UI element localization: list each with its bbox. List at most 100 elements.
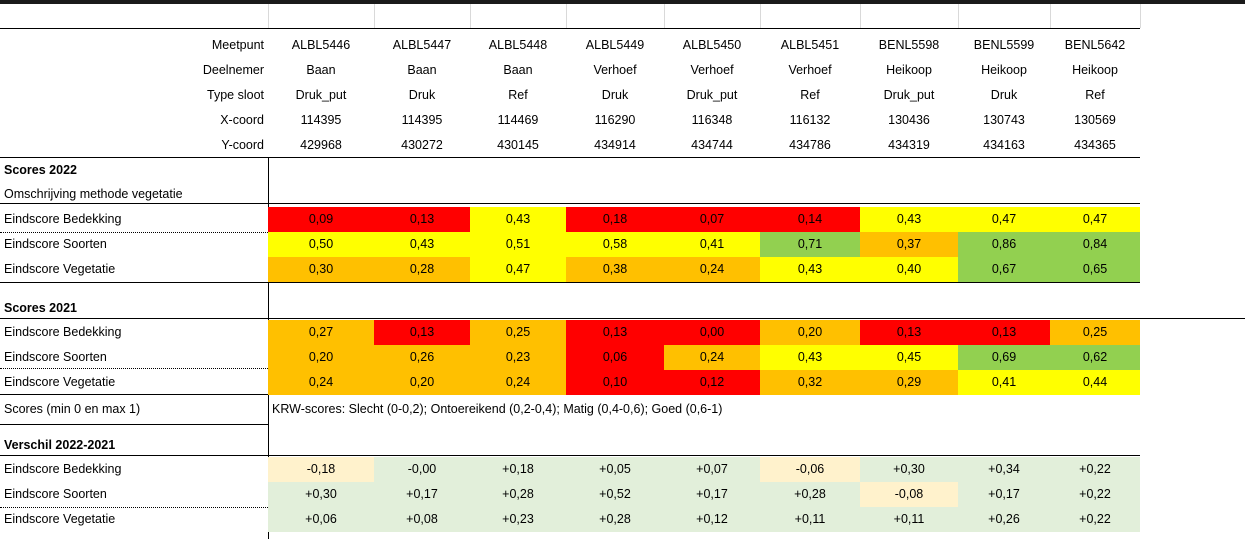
header-value: 430145: [497, 138, 539, 153]
score-cell: 0,00: [664, 320, 760, 345]
header-value: 114395: [401, 113, 443, 128]
score-cell: +0,28: [760, 482, 860, 507]
score-cell: 0,38: [566, 257, 664, 282]
header-value: 434319: [888, 138, 930, 153]
header-value: ALBL5451: [780, 38, 840, 53]
dotted-border: [0, 232, 376, 233]
gridline: [860, 4, 861, 28]
header-value: 116348: [691, 113, 733, 128]
gridline: [760, 4, 761, 28]
score-cell: 0,13: [374, 320, 470, 345]
score-cell: +0,22: [1050, 482, 1140, 507]
score-cell: 0,13: [860, 320, 958, 345]
score-cell: +0,52: [566, 482, 664, 507]
score-cell: 0,20: [374, 370, 470, 395]
row-border: [0, 424, 268, 425]
row-border: [0, 318, 1140, 319]
row-label: Eindscore Soorten: [4, 487, 107, 502]
score-cell: 0,84: [1050, 232, 1140, 257]
score-cell: 0,43: [860, 207, 958, 232]
score-cell: +0,17: [958, 482, 1050, 507]
score-cell: 0,24: [268, 370, 374, 395]
score-cell: +0,05: [566, 457, 664, 482]
header-value: 434365: [1074, 138, 1116, 153]
score-cell: 0,41: [664, 232, 760, 257]
gridline: [566, 4, 567, 28]
score-cell: 0,13: [566, 320, 664, 345]
header-value: Ref: [800, 88, 820, 103]
score-cell: +0,30: [268, 482, 374, 507]
score-cell: 0,43: [760, 345, 860, 370]
header-value: 434163: [983, 138, 1025, 153]
header-value: ALBL5446: [291, 38, 351, 53]
gridline: [1050, 4, 1051, 28]
header-value: Ref: [508, 88, 528, 103]
row-border: [268, 203, 1140, 204]
score-cell: 0,37: [860, 232, 958, 257]
header-top-border: [0, 28, 1140, 29]
score-cell: 0,43: [374, 232, 470, 257]
header-value: 116132: [789, 113, 831, 128]
row-border: [0, 282, 268, 283]
score-cell: +0,22: [1050, 457, 1140, 482]
header-value: Druk_put: [686, 88, 738, 103]
row-border: [0, 203, 268, 204]
header-value: 434744: [691, 138, 733, 153]
score-cell: 0,10: [566, 370, 664, 395]
score-cell: 0,12: [664, 370, 760, 395]
header-value: 114395: [300, 113, 342, 128]
row-label: Eindscore Vegetatie: [4, 512, 116, 527]
header-value: Baan: [503, 63, 533, 78]
score-cell: 0,24: [664, 345, 760, 370]
score-cell: +0,34: [958, 457, 1050, 482]
header-value: 429968: [300, 138, 342, 153]
score-cell: 0,32: [760, 370, 860, 395]
gridline: [958, 4, 959, 28]
header-value: Ref: [1085, 88, 1105, 103]
score-cell: 0,51: [470, 232, 566, 257]
score-cell: +0,11: [860, 507, 958, 532]
header-value: ALBL5450: [682, 38, 742, 53]
header-value: 116290: [594, 113, 636, 128]
row-label: Eindscore Vegetatie: [4, 375, 116, 390]
header-value: Druk: [408, 88, 436, 103]
score-cell: +0,18: [470, 457, 566, 482]
score-cell: 0,13: [374, 207, 470, 232]
score-cell: +0,12: [664, 507, 760, 532]
score-cell: 0,07: [664, 207, 760, 232]
row-label: Eindscore Bedekking: [4, 212, 122, 227]
header-value: Druk_put: [295, 88, 347, 103]
header-value: BENL5598: [878, 38, 940, 53]
section-subtitle: Omschrijving methode vegetatie: [4, 186, 183, 201]
score-cell: 0,67: [958, 257, 1050, 282]
header-label: Y-coord: [221, 138, 264, 153]
score-cell: 0,43: [470, 207, 566, 232]
score-cell: 0,09: [268, 207, 374, 232]
score-cell: +0,07: [664, 457, 760, 482]
top-bar: [0, 0, 1245, 4]
header-value: Heikoop: [1072, 63, 1118, 78]
score-cell: 0,06: [566, 345, 664, 370]
score-cell: 0,29: [860, 370, 958, 395]
header-bottom-border: [0, 157, 1140, 158]
row-label: Eindscore Bedekking: [4, 325, 122, 340]
row-border-ext: [1140, 318, 1245, 319]
gridline: [1140, 4, 1141, 28]
header-value: Baan: [407, 63, 437, 78]
row-border: [268, 282, 1140, 283]
score-cell: 0,40: [860, 257, 958, 282]
section-title: Verschil 2022-2021: [4, 437, 116, 452]
section-title: Scores 2022: [4, 162, 77, 177]
header-value: Verhoef: [690, 63, 734, 78]
header-value: Druk: [990, 88, 1018, 103]
score-cell: 0,27: [268, 320, 374, 345]
header-label: Deelnemer: [202, 63, 264, 78]
score-cell: 0,14: [760, 207, 860, 232]
row-label: Eindscore Soorten: [4, 237, 107, 252]
header-value: Druk_put: [883, 88, 935, 103]
score-cell: 0,18: [566, 207, 664, 232]
score-cell: 0,47: [470, 257, 566, 282]
header-value: 434914: [594, 138, 636, 153]
dotted-border: [0, 507, 376, 508]
